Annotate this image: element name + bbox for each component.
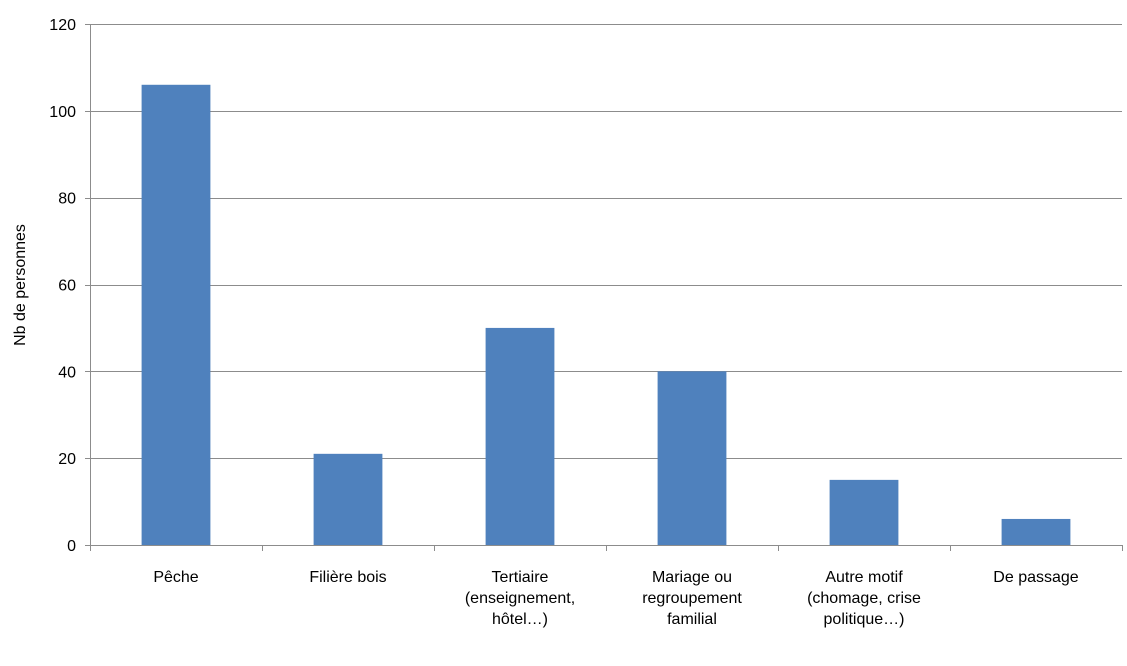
bars xyxy=(141,84,1071,546)
x-tick-label-line: familial xyxy=(667,611,717,628)
x-tick-label-line: (enseignement, xyxy=(465,590,575,607)
x-tick-label-line: De passage xyxy=(993,569,1078,586)
x-tick-label: Filière bois xyxy=(309,569,386,586)
y-tick-label: 0 xyxy=(67,538,76,555)
x-tick-label-line: politique…) xyxy=(824,611,905,628)
y-tick-label: 100 xyxy=(49,104,76,121)
x-tick-label: Pêche xyxy=(153,569,198,586)
bar xyxy=(657,371,727,545)
x-tick-labels: Pêche Filière bois Tertiaire (enseignement,… xyxy=(153,569,1078,628)
bar xyxy=(1001,518,1071,545)
axes xyxy=(85,24,1123,551)
y-tick-label: 120 xyxy=(49,17,76,34)
x-tick-label-line: Tertiaire xyxy=(492,569,549,586)
y-tick-label: 40 xyxy=(58,364,76,381)
x-tick-label-line: Filière bois xyxy=(309,569,386,586)
bar xyxy=(829,479,899,545)
gridlines xyxy=(90,24,1122,459)
x-tick-label-line: Autre motif xyxy=(825,569,903,586)
x-tick-label-line: Mariage ou xyxy=(652,569,732,586)
bar xyxy=(485,327,555,545)
y-axis-title: Nb de personnes xyxy=(12,224,29,346)
x-tick-label-line: Pêche xyxy=(153,569,198,586)
x-tick-label: Mariage ou regroupement familial xyxy=(642,569,742,628)
x-tick-label-line: hôtel…) xyxy=(492,611,548,628)
bar xyxy=(313,453,383,545)
x-tick-label-line: (chomage, crise xyxy=(807,590,921,607)
y-tick-label: 20 xyxy=(58,451,76,468)
x-tick-label: Tertiaire (enseignement, hôtel…) xyxy=(465,569,575,628)
x-tick-label: Autre motif (chomage, crise politique…) xyxy=(807,569,921,628)
y-tick-label: 80 xyxy=(58,191,76,208)
x-tick-label: De passage xyxy=(993,569,1078,586)
y-tick-label: 60 xyxy=(58,278,76,295)
x-tick-label-line: regroupement xyxy=(642,590,742,607)
bar xyxy=(141,84,211,546)
y-tick-labels: 0 20 40 60 80 100 120 xyxy=(49,17,76,555)
